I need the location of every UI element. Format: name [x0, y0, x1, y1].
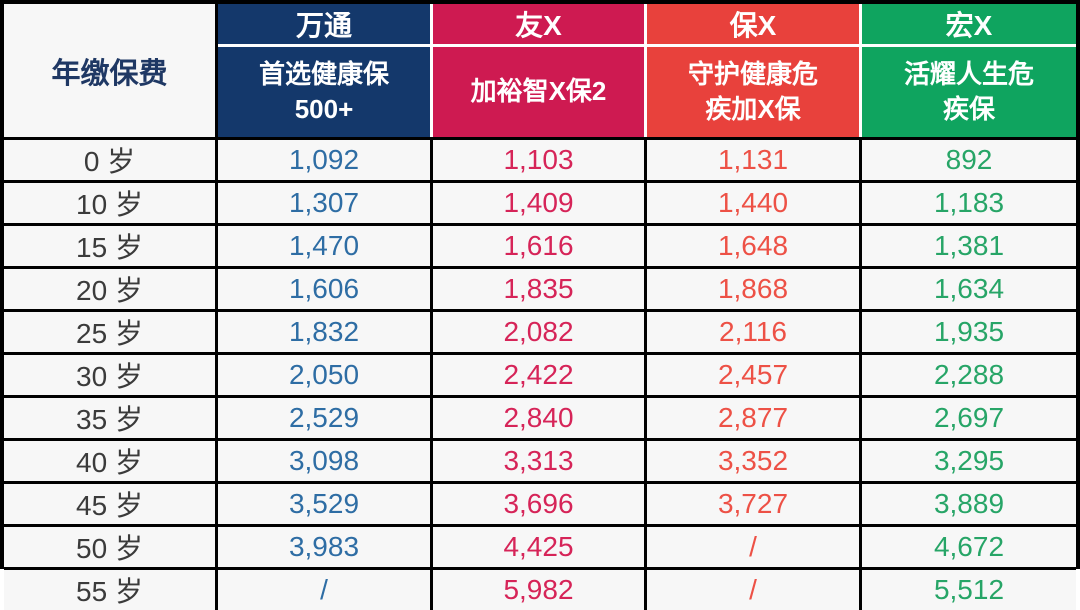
premium-value: 1,868: [647, 266, 862, 309]
age-label: 15 岁: [4, 223, 218, 266]
table-row-age-35: 35 岁 2,529 2,840 2,877 2,697: [4, 395, 1076, 438]
header-product-baox: 守护健康危 疾加X保: [647, 47, 862, 137]
premium-value: 2,457: [647, 352, 862, 395]
premium-value: 5,512: [862, 567, 1076, 610]
header-product-wantong: 首选健康保 500+: [218, 47, 433, 137]
premium-value: 1,092: [218, 137, 433, 180]
table-row-age-50: 50 岁 3,983 4,425 / 4,672: [4, 524, 1076, 567]
premium-value: 2,116: [647, 309, 862, 352]
header-row-products: 首选健康保 500+ 加裕智X保2 守护健康危 疾加X保 活耀人生危 疾保: [4, 47, 1076, 137]
age-label: 30 岁: [4, 352, 218, 395]
premium-value: 2,697: [862, 395, 1076, 438]
premium-value: 1,440: [647, 180, 862, 223]
age-label: 20 岁: [4, 266, 218, 309]
age-label: 35 岁: [4, 395, 218, 438]
table-row-age-10: 10 岁 1,307 1,409 1,440 1,183: [4, 180, 1076, 223]
table-row-age-55: 55 岁 / 5,982 / 5,512: [4, 567, 1076, 610]
premium-value: 1,131: [647, 137, 862, 180]
premium-value: 3,529: [218, 481, 433, 524]
table-row-age-0: 0 岁 1,092 1,103 1,131 892: [4, 137, 1076, 180]
premium-value: 1,409: [433, 180, 647, 223]
table-row-age-40: 40 岁 3,098 3,313 3,352 3,295: [4, 438, 1076, 481]
premium-value: 2,877: [647, 395, 862, 438]
premium-value: 892: [862, 137, 1076, 180]
premium-value: 1,307: [218, 180, 433, 223]
premium-value: 1,381: [862, 223, 1076, 266]
premium-value: 1,470: [218, 223, 433, 266]
age-label: 40 岁: [4, 438, 218, 481]
corner-label: 年缴保费: [4, 4, 218, 137]
premium-value: 3,727: [647, 481, 862, 524]
header-product-youx: 加裕智X保2: [433, 47, 647, 137]
age-label: 45 岁: [4, 481, 218, 524]
premium-value: 3,295: [862, 438, 1076, 481]
premium-value: /: [218, 567, 433, 610]
premium-value: 1,183: [862, 180, 1076, 223]
premium-value: 2,840: [433, 395, 647, 438]
premium-value: 2,529: [218, 395, 433, 438]
header-product-hongx: 活耀人生危 疾保: [862, 47, 1076, 137]
premium-value: 1,648: [647, 223, 862, 266]
premium-value: 4,425: [433, 524, 647, 567]
premium-value: 1,935: [862, 309, 1076, 352]
premium-value: /: [647, 524, 862, 567]
premium-value: 2,050: [218, 352, 433, 395]
age-label: 55 岁: [4, 567, 218, 610]
age-label: 50 岁: [4, 524, 218, 567]
age-label: 10 岁: [4, 180, 218, 223]
header-row-companies: 年缴保费 万通 友X 保X 宏X: [4, 4, 1076, 137]
premium-value: 3,983: [218, 524, 433, 567]
premium-value: 5,982: [433, 567, 647, 610]
header-company-wantong: 万通: [218, 4, 433, 47]
table-row-age-25: 25 岁 1,832 2,082 2,116 1,935: [4, 309, 1076, 352]
premium-value: 3,313: [433, 438, 647, 481]
table-row-age-45: 45 岁 3,529 3,696 3,727 3,889: [4, 481, 1076, 524]
premium-value: 1,835: [433, 266, 647, 309]
premium-value: 1,103: [433, 137, 647, 180]
age-label: 0 岁: [4, 137, 218, 180]
age-label: 25 岁: [4, 309, 218, 352]
premium-value: 3,352: [647, 438, 862, 481]
premium-value: 2,422: [433, 352, 647, 395]
premium-value: 3,696: [433, 481, 647, 524]
header-company-hongx: 宏X: [862, 4, 1076, 47]
table-row-age-20: 20 岁 1,606 1,835 1,868 1,634: [4, 266, 1076, 309]
header-company-baox: 保X: [647, 4, 862, 47]
premium-comparison-table: 年缴保费 万通 友X 保X 宏X 首选健康保 500+ 加裕智X保2 守护健康危…: [4, 4, 1076, 610]
premium-value: 3,889: [862, 481, 1076, 524]
premium-value: 1,616: [433, 223, 647, 266]
header-company-youx: 友X: [433, 4, 647, 47]
premium-value: 2,288: [862, 352, 1076, 395]
premium-value: 3,098: [218, 438, 433, 481]
premium-value: 1,634: [862, 266, 1076, 309]
premium-value: 2,082: [433, 309, 647, 352]
premium-value: 4,672: [862, 524, 1076, 567]
premium-value: /: [647, 567, 862, 610]
premium-value: 1,832: [218, 309, 433, 352]
table-row-age-30: 30 岁 2,050 2,422 2,457 2,288: [4, 352, 1076, 395]
table-row-age-15: 15 岁 1,470 1,616 1,648 1,381: [4, 223, 1076, 266]
premium-value: 1,606: [218, 266, 433, 309]
